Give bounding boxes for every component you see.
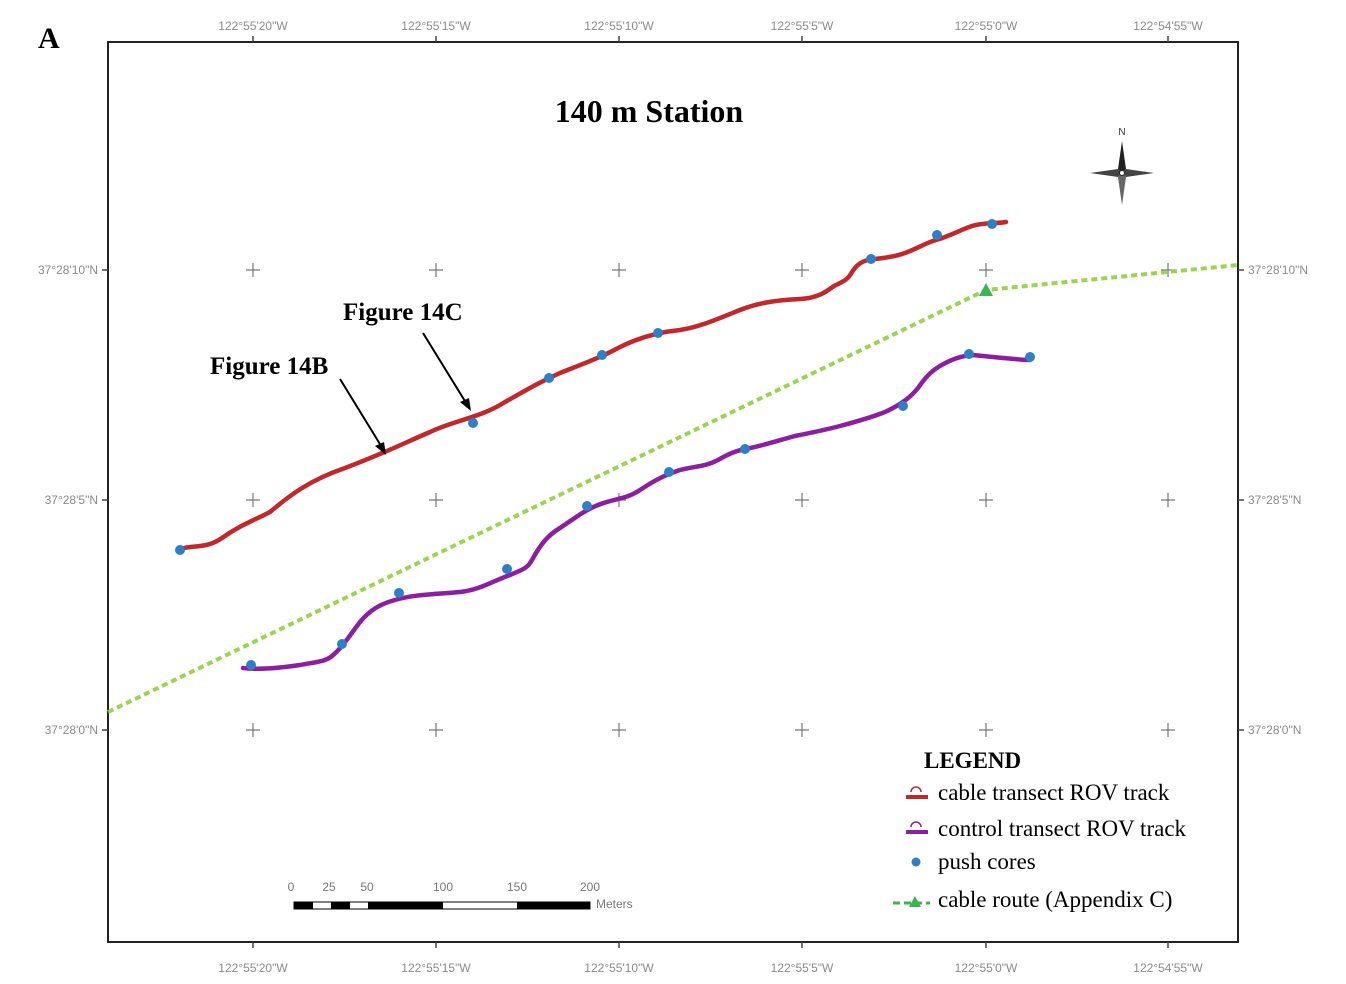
latitude-labels-left: 37°28'10"N 37°28'5"N 37°28'0"N [38,263,98,737]
scale-tick-label: 100 [433,880,453,894]
graticule-crosses [246,263,1175,737]
north-label: N [1118,127,1125,138]
legend-item-push-cores: push cores [911,849,1036,874]
push-core-marker [544,373,554,383]
lon-label-top: 122°55'0"W [955,19,1018,33]
lon-label-bottom: 122°55'20"W [218,961,288,975]
scale-tick-label: 0 [288,880,295,894]
lon-label-top: 122°55'20"W [218,19,288,33]
cable-transect-track [176,219,1009,553]
lon-label-top: 122°55'10"W [584,19,654,33]
push-cores [175,219,1035,670]
push-core-marker [866,254,876,264]
lon-label-top: 122°55'15"W [401,19,471,33]
legend-item-control-track: control transect ROV track [906,816,1187,841]
push-core-marker [987,219,997,229]
lon-label-bottom: 122°55'0"W [955,961,1018,975]
arrow-head-icon [375,442,386,455]
lat-label-right: 37°28'5"N [1248,493,1301,507]
push-core-marker [582,501,592,511]
legend-item-label: control transect ROV track [938,816,1187,841]
push-core-marker [468,418,478,428]
cable-route-marker-icon [909,896,921,907]
panel-label: A [38,22,60,55]
callout-figure-14c-label: Figure 14C [343,299,463,326]
scale-bar-tick-labels: 0 25 50 100 150 200 [288,880,601,894]
scale-tick-label: 25 [322,880,336,894]
scale-bar: 0 25 50 100 150 200 Meters [288,880,633,911]
scale-tick-label: 200 [580,880,600,894]
lon-label-top: 122°55'5"W [771,19,834,33]
legend-item-label: cable transect ROV track [938,780,1170,805]
callout-figure-14b: Figure 14B [210,353,386,455]
map-frame [107,41,1239,943]
push-core-marker [964,349,974,359]
lon-label-bottom: 122°55'10"W [584,961,654,975]
legend-heading: LEGEND [924,748,1021,773]
push-core-marker [394,588,404,598]
cable-route-marker-icon [979,283,993,296]
arrow-head-icon [460,398,471,411]
push-core-marker [502,564,512,574]
map-title: 140 m Station [555,93,744,129]
push-core-marker [175,545,185,555]
lat-label-left: 37°28'0"N [45,723,98,737]
legend: LEGEND cable transect ROV track control … [893,748,1187,912]
callout-figure-14b-label: Figure 14B [210,353,328,380]
push-core-marker [664,467,674,477]
legend-item-label: cable route (Appendix C) [938,887,1172,912]
lon-label-bottom: 122°55'5"W [771,961,834,975]
lat-label-right: 37°28'10"N [1248,263,1308,277]
push-core-marker [1025,352,1035,362]
push-core-marker [898,401,908,411]
push-core-marker [246,660,256,670]
frame-ticks [102,36,1244,948]
control-transect-track [240,352,1033,672]
callout-figure-14c: Figure 14C [343,299,471,411]
lon-label-bottom: 122°55'15"W [401,961,471,975]
longitude-labels-bottom: 122°55'20"W 122°55'15"W 122°55'10"W 122°… [218,961,1203,975]
scale-tick-label: 150 [507,880,527,894]
push-core-marker [740,444,750,454]
scale-tick-label: 50 [360,880,374,894]
push-core-marker [653,328,663,338]
north-arrow-icon: N [1090,127,1154,205]
push-core-marker [337,639,347,649]
legend-item-cable-route: cable route (Appendix C) [893,887,1172,912]
cable-route [107,263,1239,714]
lat-label-right: 37°28'0"N [1248,723,1301,737]
lon-label-top: 122°54'55"W [1133,19,1203,33]
legend-item-cable-track: cable transect ROV track [906,780,1170,805]
legend-item-label: push cores [938,849,1036,874]
push-core-marker [597,350,607,360]
scale-unit-label: Meters [596,897,633,911]
push-core-marker [932,230,942,240]
longitude-labels-top: 122°55'20"W 122°55'15"W 122°55'10"W 122°… [218,19,1203,33]
lon-label-bottom: 122°54'55"W [1133,961,1203,975]
lat-label-left: 37°28'10"N [38,263,98,277]
latitude-labels-right: 37°28'10"N 37°28'5"N 37°28'0"N [1248,263,1308,737]
lat-label-left: 37°28'5"N [45,493,98,507]
